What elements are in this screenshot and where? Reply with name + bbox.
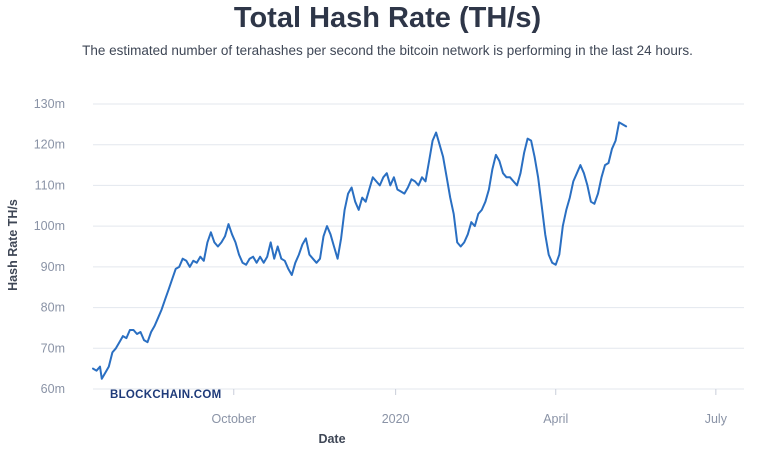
y-axis-title: Hash Rate TH/s — [6, 199, 20, 291]
y-tick-label: 110m — [35, 178, 65, 192]
x-axis-title: Date — [318, 432, 345, 446]
x-axis-ticks: October 2020 April July — [212, 389, 728, 426]
y-axis-ticks: 60m 70m 80m 90m 100m 110m 120m 130m — [34, 97, 65, 396]
x-tick-label: April — [543, 412, 568, 426]
grid-lines — [93, 103, 744, 390]
chart-title: Total Hash Rate (TH/s) — [233, 2, 542, 34]
y-tick-label: 80m — [41, 301, 65, 315]
y-tick-label: 90m — [41, 260, 65, 274]
x-tick-label: July — [705, 412, 728, 426]
x-tick-label: October — [212, 412, 256, 426]
y-tick-label: 120m — [34, 138, 65, 152]
x-tick-label: 2020 — [382, 412, 410, 426]
y-tick-label: 130m — [34, 97, 65, 111]
y-tick-label: 70m — [41, 341, 65, 355]
hash-rate-series-line — [92, 121, 628, 380]
chart-subtitle: The estimated number of terahashes per s… — [82, 43, 693, 58]
y-tick-label: 60m — [41, 382, 65, 396]
blockchain-logo: BLOCKCHAIN.COM — [110, 389, 222, 401]
y-tick-label: 100m — [34, 219, 65, 233]
